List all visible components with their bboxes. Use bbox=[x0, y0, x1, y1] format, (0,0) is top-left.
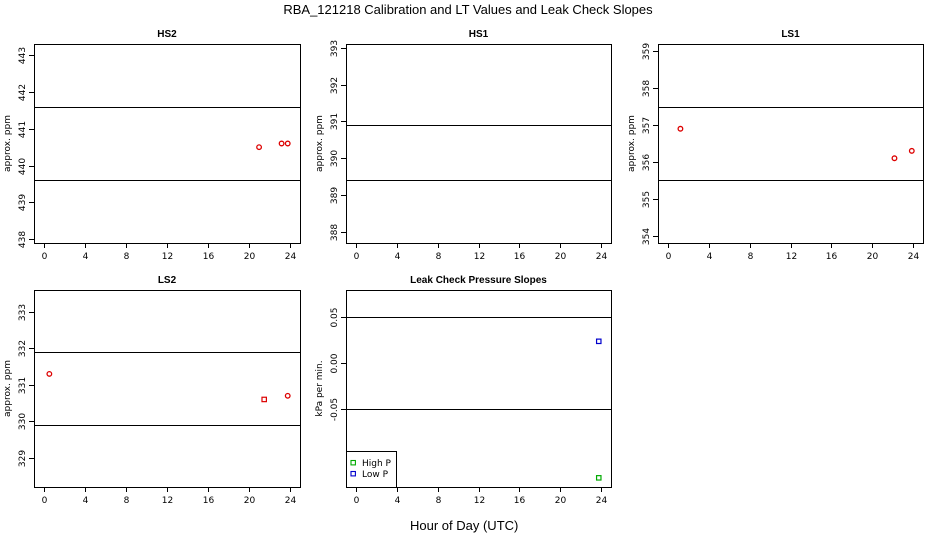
y-tick-label: 333 bbox=[18, 304, 28, 321]
x-tick-label: 20 bbox=[555, 496, 567, 506]
panel-title: LS1 bbox=[781, 29, 800, 40]
data-point bbox=[595, 475, 602, 481]
x-axis-title-text: Hour of Day (UTC) bbox=[410, 518, 519, 533]
x-tick-label: 16 bbox=[826, 252, 838, 262]
panel-hs1: HS1 approx. ppm 0 4 8 12 16 20 24 388 389 390 391 392… bbox=[315, 29, 612, 262]
data-point bbox=[908, 147, 915, 154]
x-tick-label: 0 bbox=[42, 496, 48, 506]
plot-frame bbox=[658, 44, 924, 244]
legend-marker bbox=[350, 470, 356, 477]
panel-ls1: LS1 approx. ppm 0 4 8 12 16 20 24 354 355 356 357 358… bbox=[627, 29, 924, 262]
x-tick-label: 12 bbox=[474, 252, 485, 262]
y-axis-label: approx. ppm bbox=[315, 115, 325, 172]
y-tick-label: 358 bbox=[642, 80, 652, 97]
y-axis-label: kPa per min. bbox=[315, 360, 325, 416]
x-tick-label: 4 bbox=[707, 252, 713, 262]
plot-frame bbox=[34, 290, 301, 488]
data-point bbox=[256, 144, 263, 151]
y-tick-label: 441 bbox=[18, 121, 28, 138]
panel-ls2: LS2 approx. ppm 0 4 8 12 16 20 24 329 330 331 332 333 bbox=[3, 275, 301, 506]
data-point bbox=[278, 140, 285, 147]
legend-entry: Low P bbox=[362, 470, 389, 480]
x-tick-label: 4 bbox=[83, 496, 89, 506]
y-tick-label: 329 bbox=[18, 450, 28, 467]
x-tick-label: 12 bbox=[162, 496, 173, 506]
y-tick-label: 391 bbox=[330, 113, 340, 130]
x-tick-label: 20 bbox=[555, 252, 567, 262]
y-tick-label: 332 bbox=[18, 340, 28, 357]
y-tick-label: 0.00 bbox=[330, 353, 340, 373]
x-tick-label: 20 bbox=[244, 496, 256, 506]
x-tick-label: 24 bbox=[285, 252, 297, 262]
data-point bbox=[284, 140, 291, 147]
legend-entry: High P bbox=[362, 459, 392, 469]
data-point bbox=[261, 396, 267, 403]
x-tick-label: 0 bbox=[354, 496, 360, 506]
y-tick-label: 355 bbox=[642, 191, 652, 208]
x-tick-label: 16 bbox=[514, 496, 526, 506]
page-title: RBA_121218 Calibration and LT Values and… bbox=[283, 2, 653, 17]
x-tick-label: 24 bbox=[285, 496, 297, 506]
y-axis-label: approx. ppm bbox=[627, 115, 637, 172]
y-tick-label: 330 bbox=[18, 413, 28, 430]
y-tick-label: 0.05 bbox=[330, 307, 340, 327]
legend-box bbox=[346, 451, 397, 488]
x-tick-label: 24 bbox=[908, 252, 920, 262]
x-tick-label: 4 bbox=[395, 496, 401, 506]
x-tick-label: 16 bbox=[514, 252, 526, 262]
panel-title: HS2 bbox=[157, 29, 177, 40]
y-tick-label: 388 bbox=[330, 224, 340, 241]
y-tick-label: 389 bbox=[330, 187, 340, 204]
y-tick-label: 438 bbox=[18, 231, 28, 248]
data-point bbox=[284, 392, 291, 399]
x-tick-label: 24 bbox=[596, 252, 608, 262]
x-tick-label: 20 bbox=[867, 252, 879, 262]
x-tick-label: 0 bbox=[666, 252, 672, 262]
y-tick-label: 439 bbox=[18, 194, 28, 211]
x-tick-label: 16 bbox=[203, 252, 215, 262]
y-tick-label: 442 bbox=[18, 84, 28, 101]
panel-title: HS1 bbox=[469, 29, 489, 40]
y-axis-label: approx. ppm bbox=[3, 360, 13, 417]
legend-marker bbox=[350, 459, 356, 466]
x-tick-label: 24 bbox=[596, 496, 608, 506]
panel-leak: Leak Check Pressure Slopes kPa per min. 0 4… bbox=[315, 275, 612, 506]
x-tick-label: 4 bbox=[395, 252, 401, 262]
x-tick-label: 16 bbox=[203, 496, 215, 506]
y-tick-label: 357 bbox=[642, 117, 652, 134]
data-point bbox=[677, 125, 684, 132]
data-point bbox=[46, 370, 53, 377]
data-point bbox=[891, 155, 898, 162]
y-axis-label: approx. ppm bbox=[3, 115, 13, 172]
plot-frame bbox=[346, 44, 612, 244]
x-tick-label: 12 bbox=[474, 496, 485, 506]
plot-frame bbox=[34, 44, 301, 244]
x-tick-label: 0 bbox=[354, 252, 360, 262]
x-tick-label: 20 bbox=[244, 252, 256, 262]
y-tick-label: 393 bbox=[330, 40, 340, 57]
y-tick-label: 354 bbox=[642, 228, 652, 245]
y-tick-label: 443 bbox=[18, 47, 28, 64]
panel-hs2: HS2 approx. ppm 0 4 8 12 16 20 24 438 439 440 441 442… bbox=[3, 29, 301, 262]
x-tick-label: 4 bbox=[83, 252, 89, 262]
data-point bbox=[595, 338, 602, 345]
y-tick-label: 392 bbox=[330, 77, 340, 94]
x-tick-label: 12 bbox=[162, 252, 173, 262]
y-tick-label: -0.05 bbox=[330, 398, 340, 421]
y-tick-label: 359 bbox=[642, 43, 652, 60]
panel-title: LS2 bbox=[158, 275, 177, 286]
y-tick-label: 356 bbox=[642, 154, 652, 171]
y-tick-label: 390 bbox=[330, 150, 340, 167]
x-tick-label: 0 bbox=[42, 252, 48, 262]
x-tick-label: 12 bbox=[786, 252, 797, 262]
x-tick-label: 8 bbox=[124, 496, 130, 506]
y-tick-label: 440 bbox=[18, 158, 28, 175]
x-tick-label: 8 bbox=[436, 252, 442, 262]
panel-title: Leak Check Pressure Slopes bbox=[410, 275, 547, 286]
y-tick-label: 331 bbox=[18, 377, 28, 394]
x-tick-label: 8 bbox=[748, 252, 754, 262]
x-tick-label: 8 bbox=[124, 252, 130, 262]
x-tick-label: 8 bbox=[436, 496, 442, 506]
